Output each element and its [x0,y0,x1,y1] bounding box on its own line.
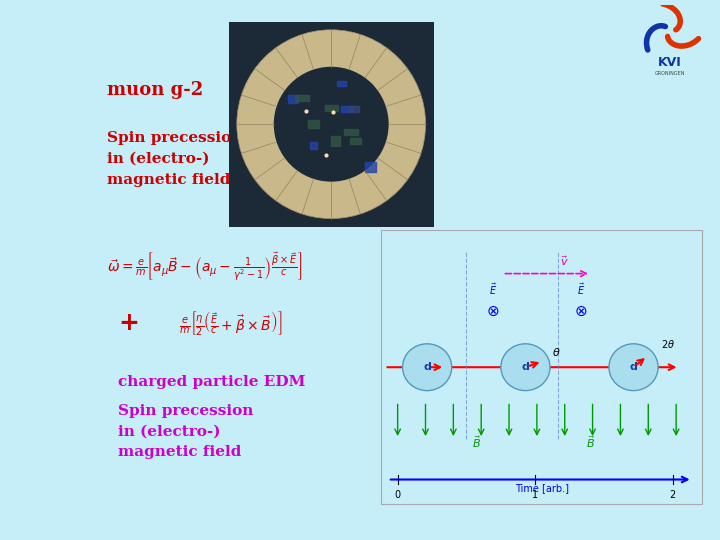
Text: $\otimes$: $\otimes$ [486,303,500,319]
Text: d: d [521,362,529,372]
Text: $\vec{v}$: $\vec{v}$ [560,254,569,268]
Text: +: + [118,310,139,335]
Text: $2\theta$: $2\theta$ [661,339,675,350]
Bar [341,105,353,112]
Text: $\otimes$: $\otimes$ [575,303,588,319]
Text: charged particle EDM: charged particle EDM [118,375,305,389]
Bar [310,142,318,149]
Bar [364,162,376,172]
Bar [325,105,338,111]
Text: 2: 2 [670,490,676,501]
Text: 0: 0 [395,490,401,501]
Text: $\vec{\omega} = \frac{e}{m}\left[a_{\mu}\vec{B} - \left(a_{\mu} - \frac{1}{\gamm: $\vec{\omega} = \frac{e}{m}\left[a_{\mu}… [107,250,302,282]
Text: Spin precession
in (electro-)
magnetic field: Spin precession in (electro-) magnetic f… [107,131,242,186]
Circle shape [402,344,451,390]
Text: KVI: KVI [658,56,681,69]
Circle shape [501,344,550,390]
Bar [307,120,319,128]
Circle shape [274,67,389,181]
Text: $\frac{e}{m}\left[\frac{\eta}{2}\left(\frac{\vec{E}}{c}+\vec{\beta}\times\vec{B}: $\frac{e}{m}\left[\frac{\eta}{2}\left(\f… [179,308,283,336]
Text: muon g-2: muon g-2 [107,82,203,99]
Text: d: d [629,362,637,372]
Bar [337,80,346,86]
Bar [344,130,358,134]
Circle shape [237,30,426,219]
Text: GRONINGEN: GRONINGEN [654,71,685,76]
Text: Spin precession
in (electro-)
magnetic field: Spin precession in (electro-) magnetic f… [118,404,253,459]
Bar [295,94,309,102]
Circle shape [609,344,658,390]
Text: $\theta$: $\theta$ [552,346,561,358]
Bar [288,94,298,103]
Text: $\vec{E}$: $\vec{E}$ [577,281,585,297]
Bar [350,138,361,144]
Bar [348,106,359,112]
Text: d: d [423,362,431,372]
Text: $\vec{B}$: $\vec{B}$ [472,435,481,450]
Bar [331,137,340,146]
Text: $\vec{E}$: $\vec{E}$ [489,281,497,297]
Text: Time [arb.]: Time [arb.] [515,483,569,494]
Text: 1: 1 [532,490,539,501]
Text: $\vec{B}$: $\vec{B}$ [587,435,595,450]
